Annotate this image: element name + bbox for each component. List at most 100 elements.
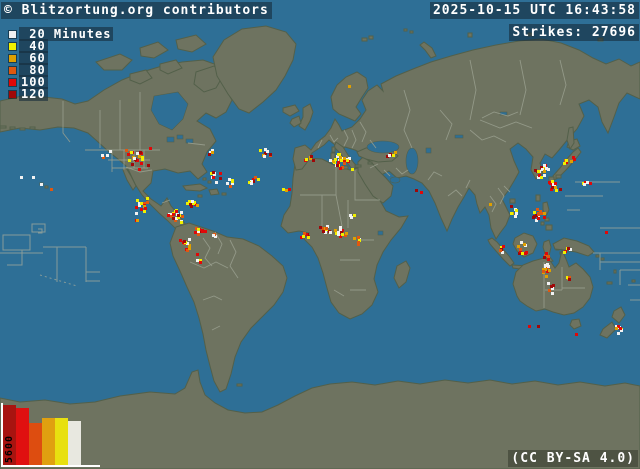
lightning-strike	[338, 153, 341, 156]
legend-color-swatch	[8, 77, 17, 87]
lightning-strike	[537, 213, 540, 216]
lightning-strike	[519, 248, 522, 251]
lightning-strike	[177, 214, 180, 217]
lightning-strike	[565, 161, 568, 164]
lightning-strike	[332, 160, 335, 163]
lightning-strike	[542, 270, 545, 273]
lightning-strike	[345, 232, 348, 235]
lightning-strike	[20, 176, 23, 179]
lightning-strike	[226, 182, 229, 185]
lightning-strike	[539, 210, 542, 213]
histogram-bar-100min	[16, 408, 29, 465]
lightning-strike	[300, 236, 303, 239]
lightning-strike	[252, 180, 255, 183]
lightning-strike	[523, 243, 526, 246]
lightning-strike	[545, 252, 548, 255]
lightning-strike	[586, 181, 589, 184]
legend-color-swatch	[8, 29, 17, 39]
lightning-strike	[552, 183, 555, 186]
lightning-strike	[231, 179, 234, 182]
lightning-strike	[339, 226, 342, 229]
lightning-strike	[499, 249, 502, 252]
lightning-strike	[544, 254, 547, 257]
lightning-strike	[348, 85, 351, 88]
lightning-strike	[537, 176, 540, 179]
lightning-strike	[500, 246, 503, 249]
lightning-strike	[303, 232, 306, 235]
lightning-strike	[140, 162, 143, 165]
lightning-strike	[106, 154, 109, 157]
lightning-strike	[551, 287, 554, 290]
lightning-strike	[196, 204, 199, 207]
lightning-strike	[188, 247, 191, 250]
legend-item-120min: 120	[2, 87, 113, 101]
lightning-strike	[143, 202, 146, 205]
legend-item-100min: 100	[2, 75, 113, 89]
legend-item-40min: 40	[2, 39, 113, 53]
lightning-strike	[537, 170, 540, 173]
lightning-strike	[514, 215, 517, 218]
lightning-strike	[264, 148, 267, 151]
lightning-strike	[212, 234, 215, 237]
lightning-strike	[351, 168, 354, 171]
lightning-strike	[138, 202, 141, 205]
lightning-strike	[188, 200, 191, 203]
lightning-strike	[543, 170, 546, 173]
lightning-strike	[214, 235, 217, 238]
lightning-strike	[547, 282, 550, 285]
lightning-strike	[322, 230, 325, 233]
lightning-strike	[537, 217, 540, 220]
lightning-strike	[551, 186, 554, 189]
lightning-strike	[196, 253, 199, 256]
lightning-strike	[554, 182, 557, 185]
lightning-strike	[212, 171, 215, 174]
lightning-strike	[336, 164, 339, 167]
lightning-strike	[388, 154, 391, 157]
legend-color-swatch	[8, 65, 17, 75]
legend-item-20min: 20 Minutes	[2, 27, 114, 41]
lightning-strike	[544, 268, 547, 271]
lightning-strike	[545, 275, 548, 278]
lightning-strike	[520, 241, 523, 244]
lightning-strike	[501, 251, 504, 254]
lightning-strike	[197, 228, 200, 231]
lightning-strike	[341, 229, 344, 232]
lightning-strike	[305, 233, 308, 236]
lightning-strike	[551, 180, 554, 183]
lightning-strike	[569, 248, 572, 251]
lightning-strike	[199, 261, 202, 264]
lightning-strike	[288, 188, 291, 191]
lightning-strike	[510, 205, 513, 208]
lightning-strike	[415, 189, 418, 192]
lightning-strike	[394, 151, 397, 154]
lightning-strike	[141, 156, 144, 159]
lightning-strike	[170, 213, 173, 216]
lightning-strike	[264, 152, 267, 155]
lightning-strike	[336, 155, 339, 158]
lightning-strike	[548, 289, 551, 292]
lightning-strike	[174, 219, 177, 222]
lightning-strike	[191, 200, 194, 203]
lightning-strike	[211, 149, 214, 152]
lightning-strike	[196, 259, 199, 262]
lightning-strike	[194, 203, 197, 206]
lightning-strike	[565, 159, 568, 162]
lightning-strike	[141, 158, 144, 161]
strike-age-histogram: 5600	[1, 403, 100, 467]
lightning-strike	[544, 264, 547, 267]
lightning-strike	[210, 172, 213, 175]
lightning-strike	[617, 332, 620, 335]
lightning-strike	[545, 167, 548, 170]
lightning-strike	[140, 202, 143, 205]
lightning-strike	[135, 206, 138, 209]
lightning-strike	[542, 166, 545, 169]
lightning-strike	[343, 157, 346, 160]
lightning-strike	[543, 212, 546, 215]
lightning-strike	[563, 162, 566, 165]
lightning-strike	[40, 183, 43, 186]
lightning-strike	[136, 152, 139, 155]
lightning-strike	[392, 154, 395, 157]
lightning-strike	[550, 188, 553, 191]
lightning-strike	[358, 239, 361, 242]
histogram-max-label: 5600	[4, 434, 15, 463]
